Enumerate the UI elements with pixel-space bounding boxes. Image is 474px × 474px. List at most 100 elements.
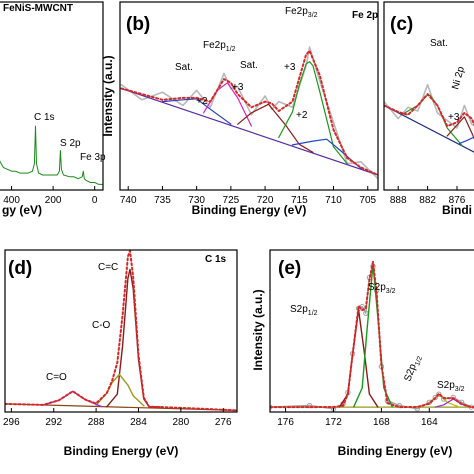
x-axis-label: Bindi <box>442 203 472 217</box>
spectrum-line <box>95 373 145 407</box>
annotation: C=O <box>46 372 67 383</box>
x-tick-label: 735 <box>154 195 171 206</box>
plot-frame <box>269 249 474 413</box>
x-tick-label: 740 <box>120 195 137 206</box>
panel: 400 200 0 gy (eV) FeNiS-MWCNT C 1s S 2p Fe 3p <box>0 1 106 217</box>
panel-subtitle: C 1s <box>205 254 227 265</box>
x-tick-label: 720 <box>257 195 274 206</box>
annotation: Ni 2p <box>450 65 467 91</box>
annotation-text: Sat. <box>240 60 258 71</box>
annotation-text: Fe2p <box>285 6 308 17</box>
annotation-text: +2 <box>196 96 208 107</box>
data-point <box>306 402 313 409</box>
spectrum-line <box>5 250 237 412</box>
x-tick-label: 0 <box>92 195 98 206</box>
spectrum-line <box>384 93 474 128</box>
spectrum-line <box>458 136 474 144</box>
annotation-text: Fe2p <box>203 40 226 51</box>
annotation: S2p1/2 <box>402 353 424 383</box>
annotation-text: +3 <box>448 112 460 123</box>
y-axis-label: Intensity (a.u.) <box>101 55 115 136</box>
annotation: +3 <box>284 62 296 73</box>
y-axis-label: Intensity (a.u.) <box>251 289 265 370</box>
plot-frame <box>119 1 379 191</box>
x-tick-label: 730 <box>188 195 205 206</box>
annotation: +2 <box>196 96 208 107</box>
annotation-text: Sat. <box>175 62 193 73</box>
annotation-text: C=O <box>46 372 67 383</box>
plot-frame <box>383 1 474 191</box>
x-tick-label: 172 <box>325 417 342 428</box>
x-tick-label: 200 <box>45 195 62 206</box>
annotation: C 1s <box>34 112 55 123</box>
x-tick-label: 284 <box>130 417 147 428</box>
annotation: S 2p <box>60 138 81 149</box>
annotation: Fe 3p <box>80 152 106 163</box>
data-point <box>432 394 438 401</box>
annotation: Sat. <box>430 38 448 49</box>
annotation: +3 <box>448 112 460 123</box>
annotation-subscript: 1/2 <box>414 355 424 367</box>
annotation: C=C <box>98 262 118 273</box>
plot-area <box>120 46 378 180</box>
annotation-subscript: 3/2 <box>455 386 465 393</box>
plot-area <box>270 260 474 412</box>
panel-label: (b) <box>126 14 150 35</box>
x-tick-label: 164 <box>421 417 438 428</box>
spectrum-line <box>120 49 378 176</box>
x-tick-label: 400 <box>3 195 20 206</box>
annotation: Fe2p3/2 <box>285 6 318 19</box>
x-tick-label: 705 <box>359 195 376 206</box>
annotation-text: +3 <box>232 82 244 93</box>
annotation-subscript: 3/2 <box>386 288 396 295</box>
annotation: Sat. <box>175 62 193 73</box>
x-tick-label: 168 <box>373 417 390 428</box>
x-tick-label: 288 <box>88 417 105 428</box>
x-tick-label: 176 <box>277 417 294 428</box>
x-tick-label: 292 <box>45 417 62 428</box>
x-tick-label: 715 <box>291 195 308 206</box>
spectrum-line <box>384 83 474 129</box>
x-axis-label: Binding Energy (eV) <box>192 203 307 217</box>
panel-label: (d) <box>8 258 32 279</box>
annotation: Fe2p1/2 <box>203 40 236 53</box>
panel: 176 172 168 164 Binding Energy (eV) Intensity… <box>251 249 474 458</box>
panel-subtitle: Fe 2p <box>352 10 378 21</box>
spectrum-line <box>446 116 474 140</box>
spectrum-line <box>278 61 348 165</box>
spectrum-line <box>384 104 474 153</box>
annotation: S2p3/2 <box>437 380 465 393</box>
annotation-subscript: 3/2 <box>308 12 318 19</box>
annotation-subscript: 1/2 <box>226 46 236 53</box>
annotation-text: S 2p <box>60 138 81 149</box>
spectrum-line <box>120 87 378 176</box>
plot-frame <box>0 1 104 191</box>
x-tick-label: 876 <box>449 195 466 206</box>
annotation-text: +2 <box>296 110 308 121</box>
x-tick-label: 725 <box>223 195 240 206</box>
annotation-text: Sat. <box>430 38 448 49</box>
annotation-text: S2p <box>368 282 386 293</box>
x-axis-label: gy (eV) <box>2 203 42 217</box>
spectrum-line <box>237 103 314 153</box>
annotation-text: C-O <box>92 320 111 331</box>
data-point <box>440 396 447 402</box>
annotation: S2p1/2 <box>290 304 318 317</box>
plot-area <box>0 125 103 185</box>
x-tick-label: 280 <box>173 417 190 428</box>
panel-subtitle: FeNiS-MWCNT <box>3 3 73 14</box>
panel: 740 735 730 725 720 715 710 705 Binding Energy (… <box>101 1 379 217</box>
panel: 296 292 288 284 280 276 Binding Energy (eV) (d)… <box>3 249 238 458</box>
spectrum-line <box>0 125 103 185</box>
spectrum-line <box>402 94 463 146</box>
x-axis-label: Binding Energy (eV) <box>64 444 179 458</box>
plot-area <box>384 83 474 153</box>
x-tick-label: 888 <box>390 195 407 206</box>
panel-label: (c) <box>390 14 413 35</box>
spectrum-line <box>42 390 103 408</box>
annotation-subscript: 1/2 <box>308 310 318 317</box>
annotation: S2p3/2 <box>368 282 396 295</box>
annotation-text: Fe 3p <box>80 152 106 163</box>
